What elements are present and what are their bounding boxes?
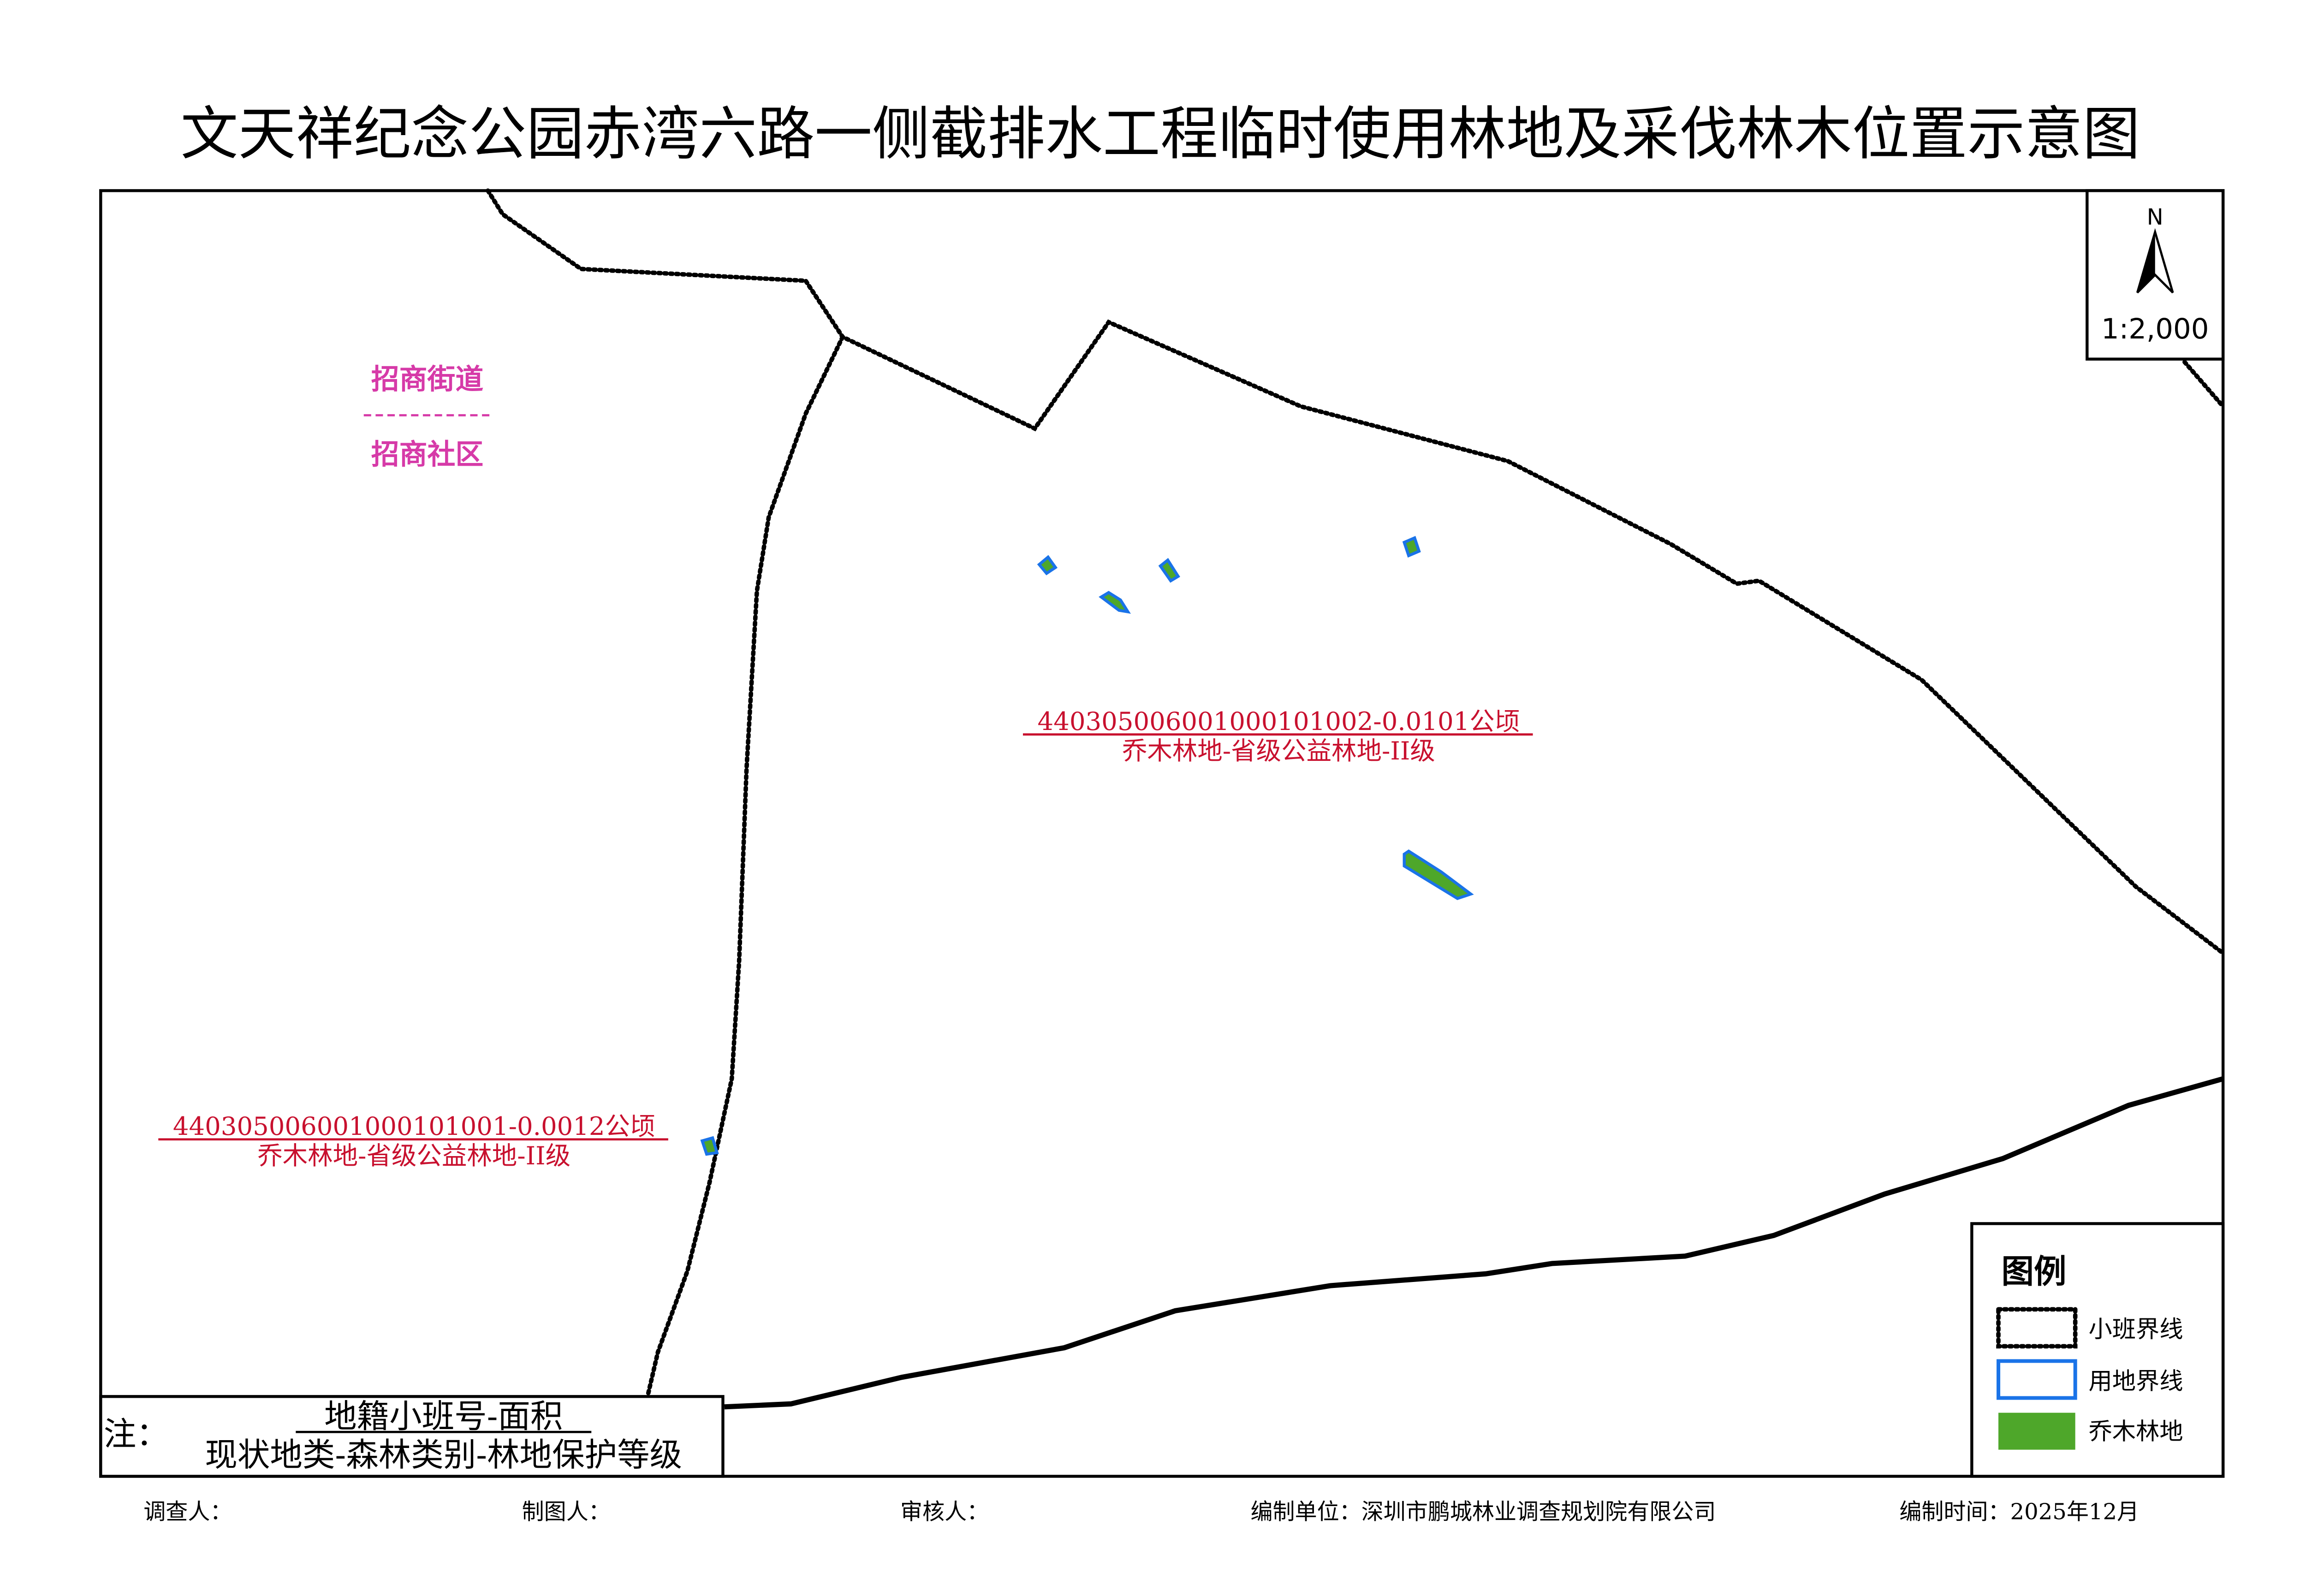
boundary-line-ne	[2182, 360, 2225, 409]
boundary-line-north	[486, 188, 2225, 955]
forest-patch	[1403, 849, 1474, 900]
note-box: 注： 地籍小班号-面积 现状地类-森林类别-林地保护等级	[99, 1395, 725, 1478]
forest-patches	[700, 536, 1474, 1156]
legend-green-swatch	[1998, 1412, 2075, 1450]
scale-label: 1:2,000	[2101, 313, 2209, 345]
legend-label: 用地界线	[2089, 1367, 2183, 1395]
parcel-attributes: 乔木林地-省级公益林地-II级	[257, 1141, 571, 1170]
date-label: 编制时间：2025年12月	[1899, 1499, 2139, 1525]
org-label: 编制单位：深圳市鹏城林业调查规划院有限公司	[1251, 1499, 1716, 1525]
note-line1: 地籍小班号-面积	[324, 1398, 563, 1436]
boundary-line-west	[645, 334, 845, 1399]
legend-blue-swatch	[1997, 1359, 2077, 1400]
map-title: 文天祥纪念公园赤湾六路一侧截排水工程临时使用林地及采伐林木位置示意图	[181, 101, 2140, 167]
forest-patch	[1037, 555, 1058, 576]
note-prefix: 注：	[104, 1415, 169, 1453]
forest-patch	[700, 1136, 719, 1156]
parcel-attributes: 乔木林地-省级公益林地-II级	[1122, 736, 1435, 765]
subcompartment-boundaries	[486, 188, 2225, 1399]
legend: 图例 小班界线 用地界线 乔木林地	[1970, 1222, 2225, 1478]
legend-label: 乔木林地	[2089, 1418, 2183, 1445]
parcel-id-area: 440305006001000101001-0.0012公顷	[173, 1111, 655, 1141]
boundary-line-south	[724, 1076, 2224, 1410]
parcel-id-area: 440305006001000101002-0.0101公顷	[1038, 706, 1520, 736]
surveyor-label: 调查人：	[143, 1499, 232, 1525]
north-label: N	[2147, 204, 2163, 230]
legend-label: 小班界线	[2089, 1316, 2183, 1343]
note-line2: 现状地类-森林类别-林地保护等级	[205, 1436, 682, 1474]
drafter-label: 制图人：	[522, 1499, 611, 1525]
parcel-label-2: 440305006001000101001-0.0012公顷 乔木林地-省级公益…	[158, 1111, 668, 1170]
street-label: 招商街道	[371, 363, 484, 396]
forest-patch	[1402, 536, 1421, 558]
north-arrow-box: N 1:2,000	[2086, 189, 2225, 361]
community-label: 招商社区	[371, 438, 483, 471]
legend-title: 图例	[2001, 1252, 2066, 1291]
forest-patch	[1099, 591, 1131, 614]
note-frame	[99, 1395, 725, 1478]
forest-patch	[1158, 558, 1180, 583]
reviewer-label: 审核人：	[900, 1499, 989, 1525]
admin-labels: 招商街道 招商社区	[363, 363, 491, 471]
parcel-label-1: 440305006001000101002-0.0101公顷 乔木林地-省级公益…	[1022, 706, 1533, 765]
legend-dotted-swatch	[1996, 1307, 2078, 1349]
footer: 调查人： 制图人： 审核人： 编制单位：深圳市鹏城林业调查规划院有限公司 编制时…	[143, 1499, 2139, 1525]
map-frame	[99, 189, 2225, 1478]
